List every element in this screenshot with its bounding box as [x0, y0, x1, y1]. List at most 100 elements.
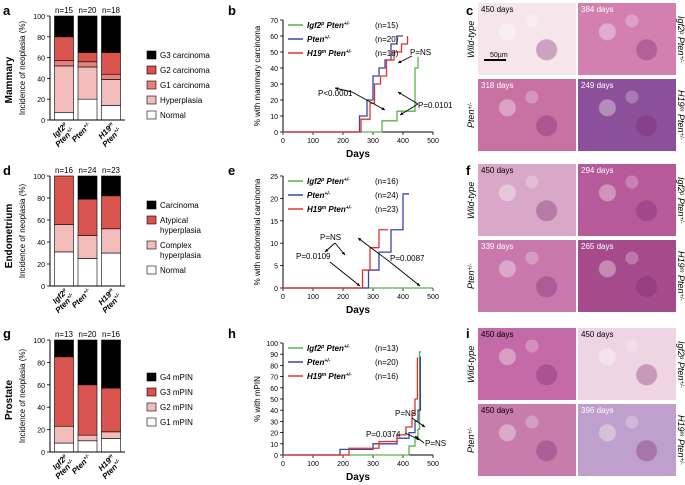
legend-label: G4 mPIN — [160, 373, 193, 382]
annotation-arrow — [329, 261, 361, 287]
histology-image-f-4: 265 days — [578, 240, 676, 312]
charts-layer: Incidence of neoplasia (%)020406080100n=… — [18, 6, 453, 483]
group-label-sup2: +/- — [66, 292, 75, 301]
legend-label: H19m Pten+/- — [307, 49, 352, 58]
group-label: Pten+/- — [70, 453, 93, 476]
legend-sup: m — [322, 205, 327, 211]
y-tick-label: 50 — [270, 50, 278, 57]
legend-n: (n=20) — [375, 358, 399, 367]
legend-label-cont: hyperplasia — [160, 251, 201, 260]
y-tick-label: 20 — [270, 98, 278, 105]
y-tick-label: 25 — [270, 174, 278, 181]
legend-n: (n=16) — [375, 372, 399, 381]
x-tick-label: 400 — [397, 461, 409, 468]
legend-swatch — [146, 372, 157, 382]
legend-label: G2 carcinoma — [160, 66, 210, 75]
x-tick-label: 500 — [427, 461, 439, 468]
series-line-green — [283, 351, 421, 456]
arrow-head — [416, 282, 420, 286]
y-axis-label: % with mammary carcinoma — [253, 25, 262, 126]
scale-bar-label: 50µm — [490, 52, 508, 59]
y-tick-label: 70 — [270, 375, 278, 382]
legend-label: Igf2p Pten+/- — [307, 21, 350, 30]
legend-label: G2 mPIN — [160, 403, 193, 412]
legend-sup2: +/- — [344, 344, 350, 350]
x-tick-label: 100 — [307, 138, 319, 145]
legend-label: Complex — [160, 241, 192, 250]
group-label-sup: +/- — [82, 121, 91, 130]
line-chart-h: 0 100 200 300 400 500 0 10 20 30 40 50 60 70 80 90 100 Da… — [253, 341, 439, 483]
histology-age-label: 450 days — [481, 406, 514, 415]
y-tick-label: 90 — [270, 352, 278, 359]
row-label-mammary: Mammary — [4, 56, 15, 103]
n-label: n=24 — [78, 166, 97, 175]
p-value-annotation: P=NS — [395, 409, 426, 428]
p-value-annotation: P=0.0101 — [397, 91, 453, 116]
y-tick-label: 60 — [37, 56, 45, 63]
legend-name: H19 — [307, 205, 322, 214]
p-value-annotation: P<0.0001 — [318, 87, 386, 111]
histology-age-label: 384 days — [581, 5, 614, 14]
legend-name2: Pten — [324, 177, 344, 186]
arrow-head — [381, 107, 385, 110]
arrow-head — [341, 251, 345, 255]
legend-label: G3 carcinoma — [160, 51, 210, 60]
legend-sup2: +/- — [346, 49, 352, 55]
histology-genotype-label: Igf2p Pten+/- — [676, 176, 685, 224]
n-label: n=16 — [55, 166, 74, 175]
bar-segment — [101, 387, 121, 433]
legend-label: Normal — [160, 266, 186, 275]
legend-label-cont: hyperplasia — [160, 226, 201, 235]
x-tick-label: 400 — [397, 138, 409, 145]
group-label-sup: p — [60, 287, 67, 294]
y-tick-label: 15 — [270, 219, 278, 226]
group-label-sup2: +/- — [66, 126, 75, 135]
y-tick-label: 0 — [274, 130, 278, 137]
bar-segment — [101, 339, 121, 389]
x-tick-label: 300 — [367, 294, 379, 301]
bar-segment — [54, 251, 74, 287]
y-tick-label: 100 — [33, 338, 45, 345]
bar-segment — [54, 15, 74, 38]
histology-image-i-2: 450 days — [578, 328, 676, 400]
x-tick-label: 300 — [367, 461, 379, 468]
panel-letter-f: f — [466, 163, 471, 178]
legend-swatch — [146, 65, 157, 75]
bar-segment — [77, 52, 98, 63]
legend-sup: p — [320, 177, 324, 183]
y-tick-label: 40 — [270, 66, 278, 73]
bar-segment — [77, 15, 98, 53]
legend-swatch — [146, 95, 157, 105]
legend-name: H19 — [307, 372, 322, 381]
series-line-blue — [283, 193, 409, 289]
x-tick-label: 500 — [427, 138, 439, 145]
legend-name: Pten — [307, 35, 324, 44]
legend-sup: +/- — [324, 35, 330, 41]
y-tick-label: 30 — [270, 419, 278, 426]
panel-letter-g: g — [3, 326, 11, 341]
legend-label: Carcinoma — [160, 201, 199, 210]
series-line-blue — [283, 356, 422, 456]
histology-age-label: 450 days — [481, 330, 514, 339]
p-value-label: P=NS — [425, 439, 446, 448]
x-tick-label: 200 — [337, 294, 349, 301]
line-chart-e: 0 100 200 300 400 500 0 5 10 15 20 25 Days % with end… — [253, 174, 439, 316]
legend-sup: m — [322, 372, 327, 378]
bar-segment — [77, 339, 98, 386]
histology-age-label: 450 days — [481, 166, 514, 175]
arrow-head — [335, 87, 339, 91]
y-tick-label: 60 — [37, 383, 45, 390]
p-value-annotation: P=NS — [414, 435, 446, 448]
group-label-sup: p — [60, 453, 67, 460]
bar-segment — [54, 339, 74, 358]
arrow-head — [356, 282, 360, 286]
row-label-endometrium: Endometrium — [4, 204, 15, 269]
bar-segment — [54, 175, 74, 225]
bar-chart-g: Incidence of neoplasia (%) 0 20 40 60 80 100 n=… — [18, 330, 193, 481]
x-tick-label: 100 — [307, 461, 319, 468]
bar-segment — [77, 235, 98, 259]
legend-n: (n=16) — [375, 177, 399, 186]
line-chart-b: 0 100 200 300 400 500 0 10 20 30 40 50 60 70 Days % wit… — [253, 18, 439, 160]
y-tick-label: 100 — [33, 14, 45, 21]
annotation-arrow — [357, 237, 391, 263]
